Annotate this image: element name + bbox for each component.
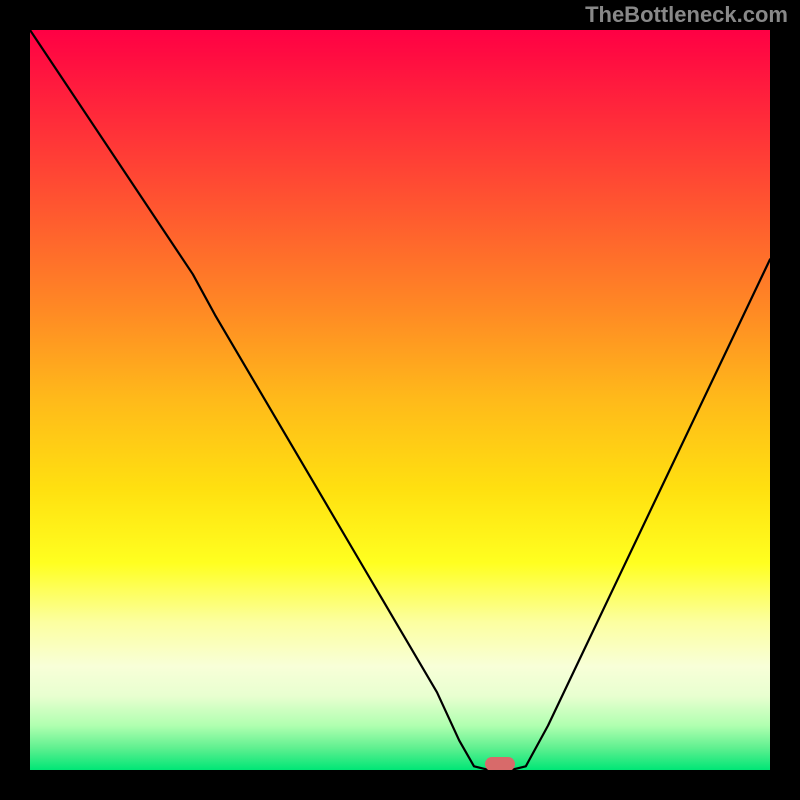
watermark-text: TheBottleneck.com: [585, 2, 788, 28]
curve-layer: [30, 30, 770, 770]
bottleneck-curve: [30, 30, 770, 770]
plot-area: [30, 30, 770, 770]
optimal-marker: [485, 757, 515, 770]
